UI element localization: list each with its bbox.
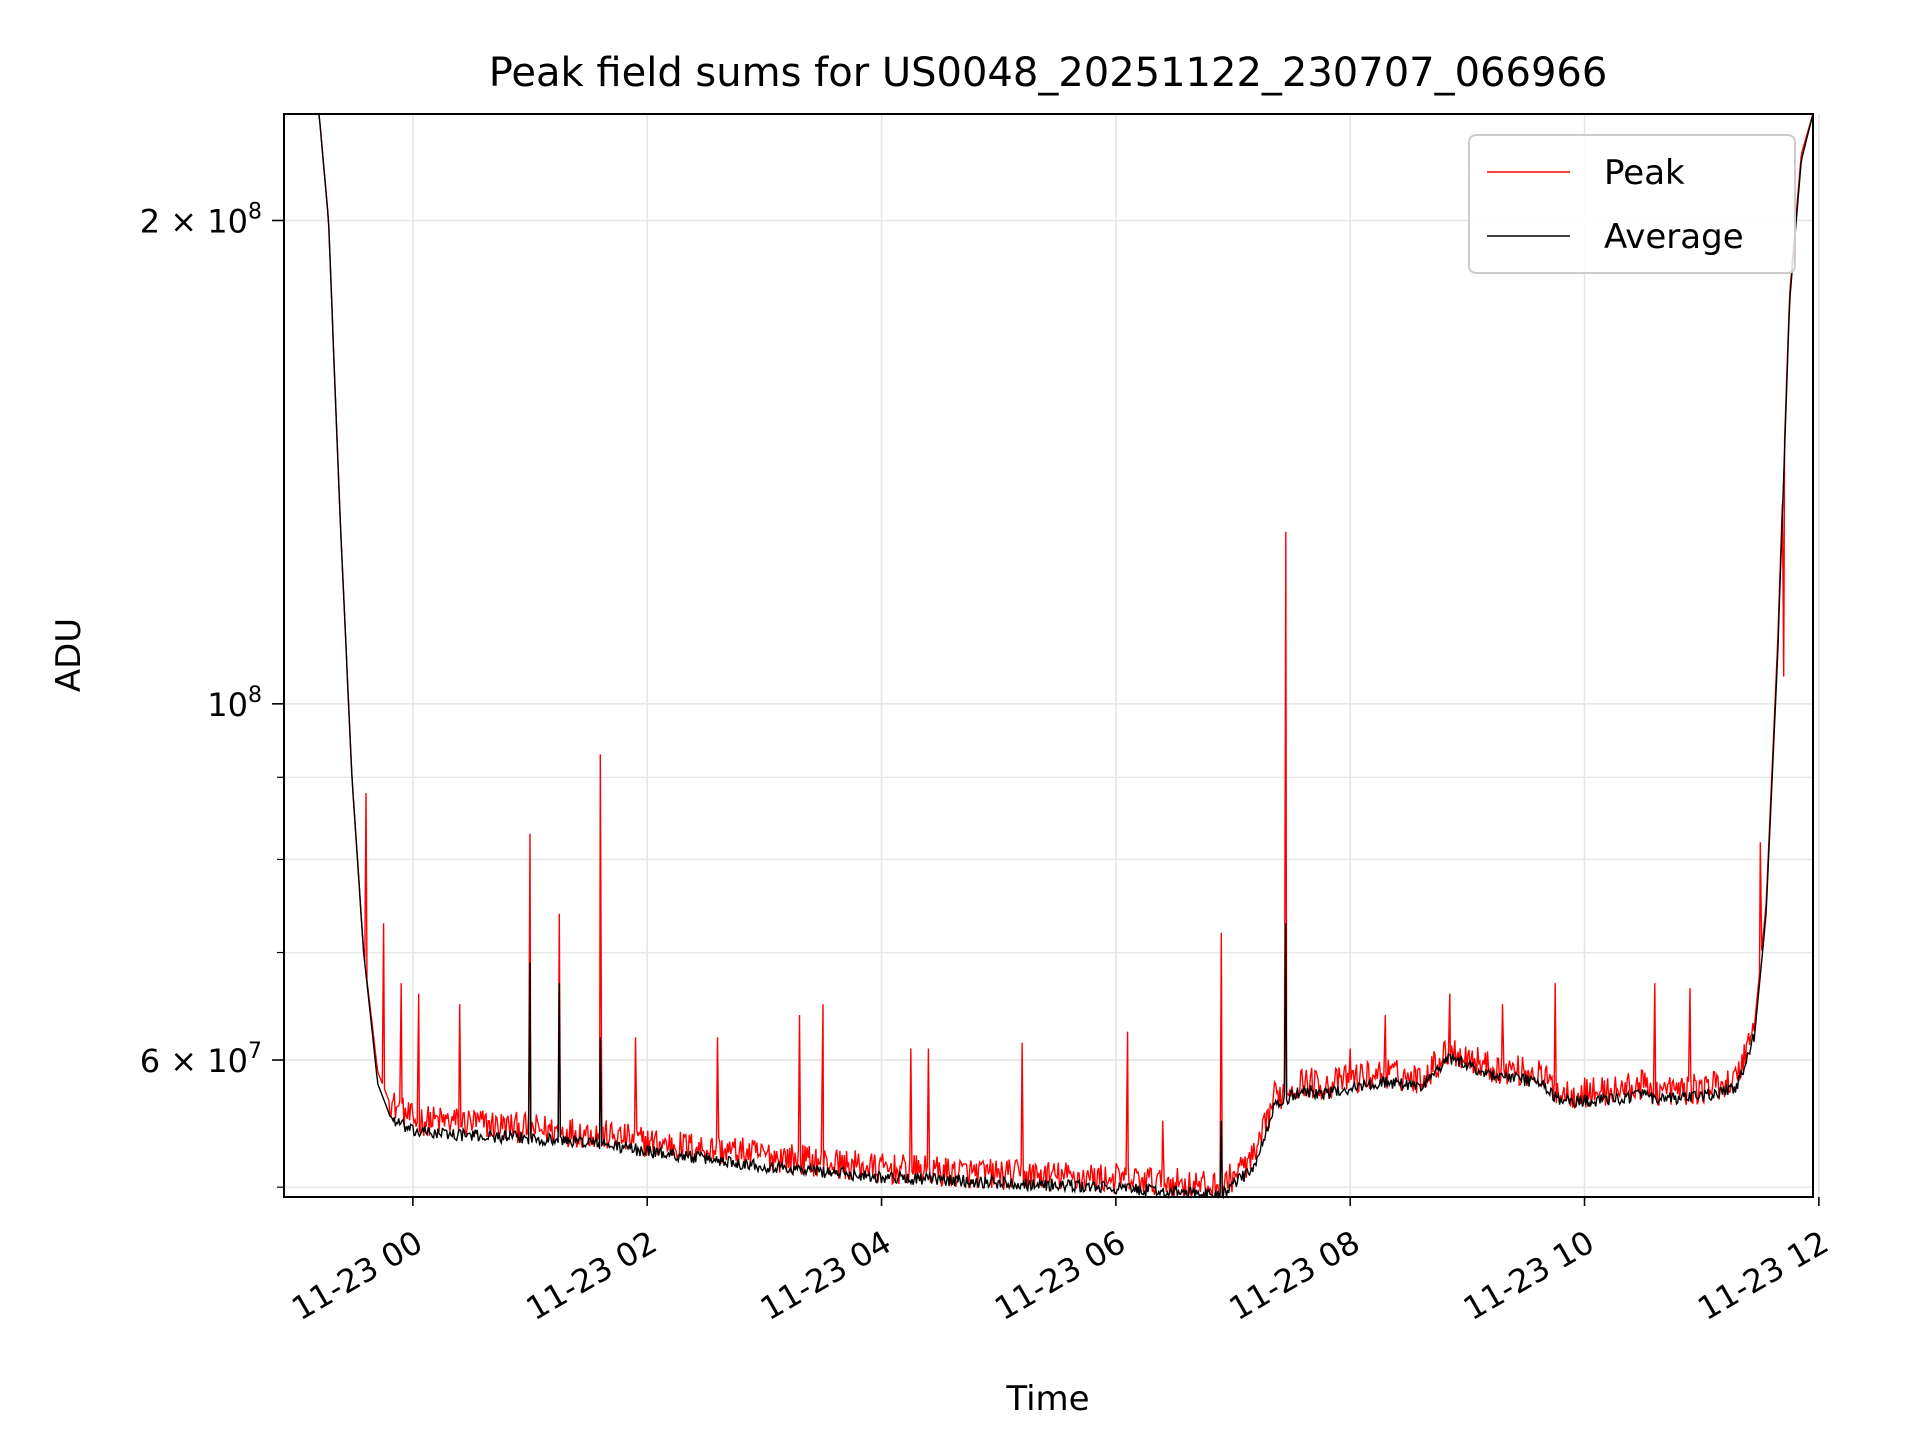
legend-label-average: Average xyxy=(1604,217,1744,257)
y-tick-base: 10 xyxy=(207,1042,248,1080)
y-tick-exponent: 7 xyxy=(248,1039,262,1064)
x-axis-label: Time xyxy=(1005,1379,1089,1419)
y-tick-base: 10 xyxy=(207,202,248,240)
y-tick-exponent: 8 xyxy=(248,199,262,224)
y-tick-mantissa: 2 × xyxy=(140,202,208,240)
y-tick-base: 10 xyxy=(207,686,248,724)
y-axis-label: ADU xyxy=(49,618,89,692)
axes-frame xyxy=(283,113,1814,1198)
series-line-average xyxy=(284,113,1814,1200)
legend-box xyxy=(1468,134,1796,274)
y-tick-label: 108 xyxy=(207,683,262,724)
y-tick-mantissa: 6 × xyxy=(140,1042,208,1080)
y-tick-label: 6 × 107 xyxy=(140,1039,262,1080)
legend-label-peak: Peak xyxy=(1604,153,1685,193)
series-line-peak xyxy=(284,113,1814,1199)
legend: Peak Average xyxy=(1468,134,1796,274)
y-tick-label: 2 × 108 xyxy=(140,199,262,240)
series-lines xyxy=(284,113,1814,1200)
chart-title: Peak field sums for US0048_20251122_2307… xyxy=(489,50,1608,96)
y-tick-exponent: 8 xyxy=(248,683,262,708)
